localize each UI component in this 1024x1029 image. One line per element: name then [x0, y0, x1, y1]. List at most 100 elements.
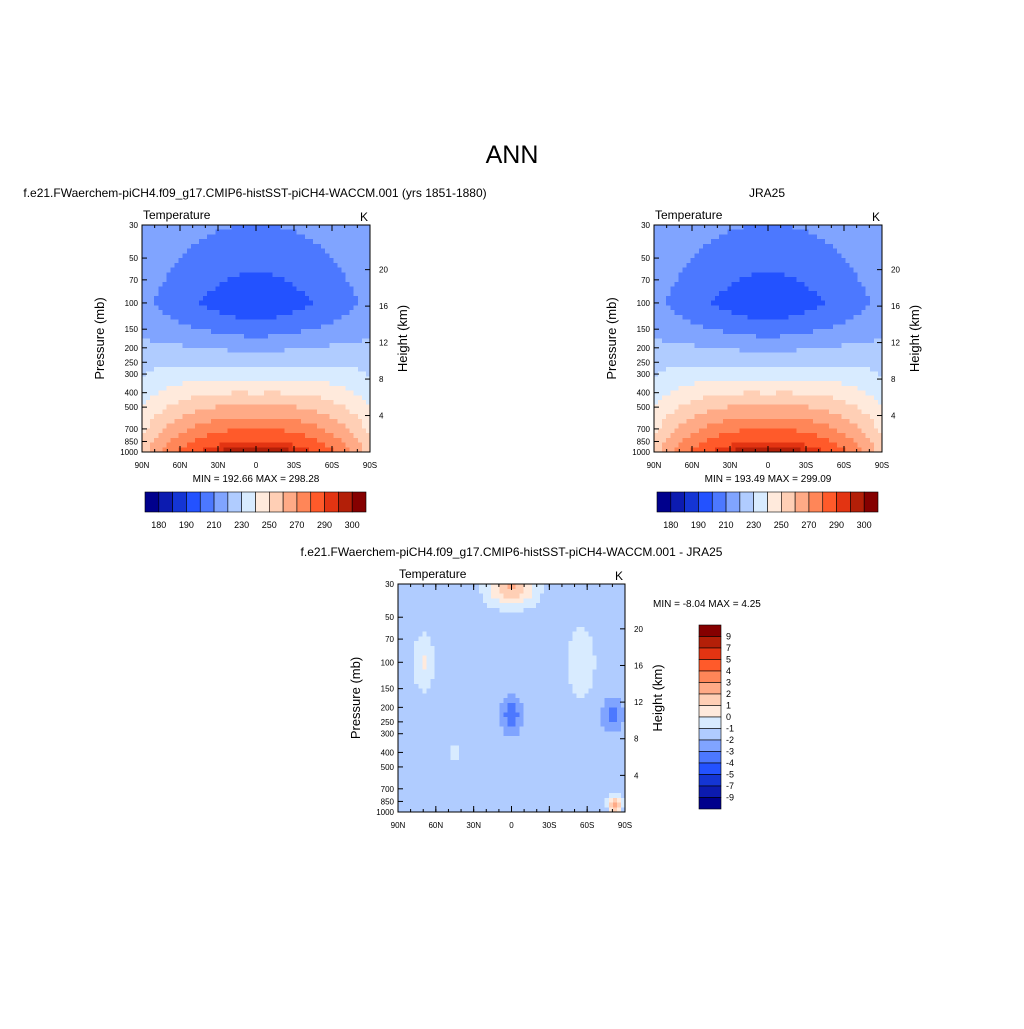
contour-cell	[735, 400, 740, 405]
contour-cell	[731, 357, 736, 362]
contour-cell	[845, 348, 850, 353]
contour-cell	[874, 357, 879, 362]
contour-cell	[841, 253, 846, 258]
contour-cell	[707, 376, 712, 381]
contour-cell	[756, 343, 761, 348]
contour-cell	[272, 343, 277, 348]
contour-cell	[854, 263, 859, 268]
contour-cell	[211, 291, 216, 296]
contour-cell	[289, 433, 294, 438]
contour-cell	[683, 234, 688, 239]
contour-cell	[256, 272, 261, 277]
contour-cell	[744, 253, 749, 258]
contour-cell	[666, 296, 671, 301]
contour-cell	[735, 348, 740, 353]
contour-cell	[833, 405, 838, 410]
contour-cell	[764, 391, 769, 396]
contour-cell	[337, 419, 342, 424]
contour-cell	[731, 253, 736, 258]
contour-cell	[768, 277, 773, 282]
contour-cell	[768, 324, 773, 329]
contour-cell	[817, 225, 822, 230]
contour-cell	[346, 419, 351, 424]
contour-cell	[870, 286, 875, 291]
contour-cell	[313, 329, 318, 334]
contour-cell	[228, 277, 233, 282]
contour-cell	[776, 239, 781, 244]
contour-cell	[666, 277, 671, 282]
contour-cell	[329, 339, 334, 344]
contour-cell	[337, 225, 342, 230]
contour-cell	[154, 409, 159, 414]
contour-cell	[256, 282, 261, 287]
contour-cell	[191, 400, 196, 405]
contour-cell	[333, 310, 338, 315]
contour-cell	[691, 391, 696, 396]
contour-cell	[760, 348, 765, 353]
contour-cell	[285, 320, 290, 325]
contour-cell	[150, 277, 155, 282]
contour-cell	[825, 362, 830, 367]
contour-cell	[199, 386, 204, 391]
contour-cell	[748, 282, 753, 287]
contour-cell	[748, 305, 753, 310]
contour-cell	[699, 296, 704, 301]
contour-cell	[683, 329, 688, 334]
contour-cell	[276, 405, 281, 410]
contour-cell	[695, 296, 700, 301]
contour-cell	[171, 272, 176, 277]
contour-cell	[305, 424, 310, 429]
contour-cell	[854, 353, 859, 358]
contour-cell	[248, 372, 253, 377]
contour-cell	[821, 263, 826, 268]
contour-cell	[797, 339, 802, 344]
contour-cell	[805, 301, 810, 306]
contour-cell	[678, 253, 683, 258]
contour-cell	[305, 268, 310, 273]
contour-cell	[854, 320, 859, 325]
contour-cell	[809, 225, 814, 230]
contour-cell	[866, 376, 871, 381]
contour-cell	[162, 400, 167, 405]
contour-cell	[333, 419, 338, 424]
contour-cell	[805, 272, 810, 277]
contour-cell	[699, 310, 704, 315]
contour-cell	[228, 258, 233, 263]
contour-cell	[654, 310, 659, 315]
contour-cell	[342, 353, 347, 358]
contour-cell	[162, 386, 167, 391]
contour-cell	[683, 353, 688, 358]
contour-cell	[780, 268, 785, 273]
contour-cell	[870, 381, 875, 386]
contour-cell	[146, 348, 151, 353]
contour-cell	[223, 272, 228, 277]
contour-cell	[662, 400, 667, 405]
contour-cell	[346, 277, 351, 282]
contour-cell	[711, 353, 716, 358]
contour-cell	[154, 305, 159, 310]
contour-cell	[354, 367, 359, 372]
contour-cell	[817, 362, 822, 367]
contour-cell	[268, 353, 273, 358]
contour-cell	[211, 391, 216, 396]
contour-cell	[784, 268, 789, 273]
contour-cell	[162, 357, 167, 362]
contour-cell	[309, 357, 314, 362]
contour-cell	[678, 305, 683, 310]
contour-cell	[678, 249, 683, 254]
contour-cell	[317, 443, 322, 448]
contour-cell	[797, 367, 802, 372]
contour-cell	[788, 286, 793, 291]
contour-cell	[841, 343, 846, 348]
contour-cell	[280, 339, 285, 344]
contour-cell	[252, 353, 257, 358]
contour-cell	[350, 282, 355, 287]
contour-cell	[715, 353, 720, 358]
contour-cell	[658, 395, 663, 400]
contour-cell	[171, 443, 176, 448]
contour-cell	[703, 357, 708, 362]
contour-cell	[171, 320, 176, 325]
contour-cell	[662, 324, 667, 329]
contour-cell	[829, 315, 834, 320]
contour-cell	[264, 443, 269, 448]
